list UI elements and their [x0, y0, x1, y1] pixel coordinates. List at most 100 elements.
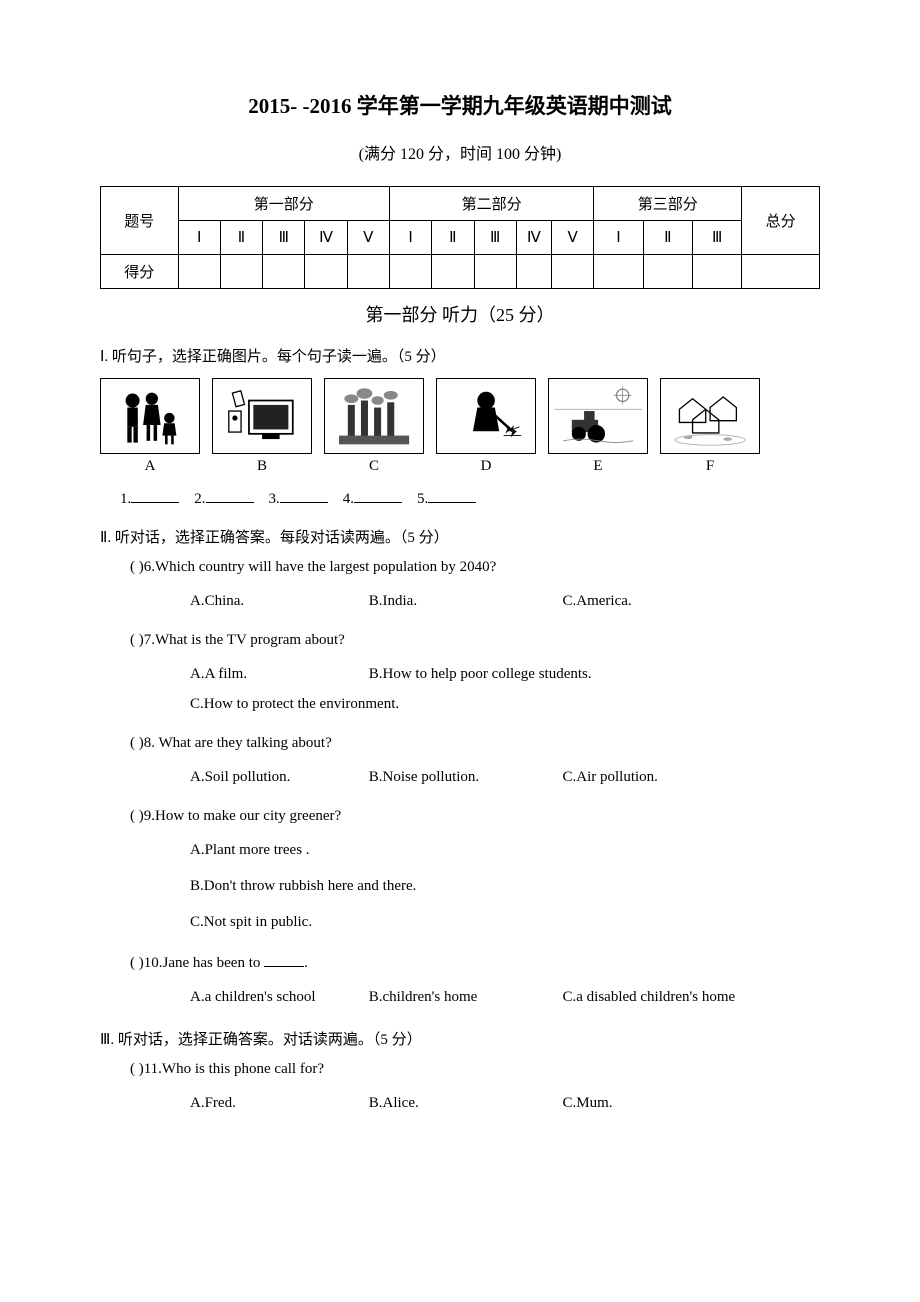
cell-empty [474, 255, 516, 289]
blank-4-label: 4. [343, 491, 354, 507]
q7-option-b: B.How to help poor college students. [369, 659, 592, 689]
q9-stem: ( )9.How to make our city greener? [130, 808, 820, 825]
label-b: B [212, 458, 312, 475]
instruction-1: Ⅰ. 听句子，选择正确图片。每个句子读一遍。（5 分） [100, 345, 820, 366]
cell-part1: 第一部分 [178, 187, 389, 221]
q6-option-a: A.China. [190, 586, 365, 616]
q9-options: A.Plant more trees . B.Don't throw rubbi… [190, 835, 820, 937]
cell-sub: Ⅱ [643, 221, 692, 255]
q11-option-b: B.Alice. [369, 1088, 559, 1118]
q11-option-c: C.Mum. [563, 1088, 723, 1118]
welder-icon [442, 383, 530, 450]
blank-3[interactable] [280, 489, 328, 503]
image-labels: A B C D E F [100, 458, 820, 475]
blank-5-label: 5. [417, 491, 428, 507]
q10-option-b: B.children's home [369, 982, 559, 1012]
question-11: ( )11.Who is this phone call for? A.Fred… [130, 1061, 820, 1118]
q8-options: A.Soil pollution. B.Noise pollution. C.A… [190, 762, 820, 792]
q6-stem: ( )6.Which country will have the largest… [130, 559, 820, 576]
q10-suffix: . [304, 955, 308, 971]
cell-defen: 得分 [101, 255, 179, 289]
cell-empty [594, 255, 643, 289]
q7-option-c: C.How to protect the environment. [190, 689, 820, 719]
cell-sub: Ⅰ [594, 221, 643, 255]
q6-option-c: C.America. [563, 586, 723, 616]
houses-icon [666, 383, 754, 450]
cell-tihao: 题号 [101, 187, 179, 255]
table-row: 得分 [101, 255, 820, 289]
q9-option-b: B.Don't throw rubbish here and there. [190, 871, 820, 901]
tv-computer-icon [218, 383, 306, 450]
cell-empty [178, 255, 220, 289]
image-f [660, 378, 760, 454]
cell-empty [432, 255, 474, 289]
page-subtitle: (满分 120 分，时间 100 分钟) [100, 140, 820, 164]
cell-sub: Ⅱ [432, 221, 474, 255]
cell-empty [389, 255, 431, 289]
cell-sub: Ⅳ [305, 221, 347, 255]
table-row: 题号 第一部分 第二部分 第三部分 总分 [101, 187, 820, 221]
blank-1-label: 1. [120, 491, 131, 507]
cell-sub: Ⅲ [474, 221, 516, 255]
cell-total: 总分 [742, 187, 820, 255]
question-10: ( )10.Jane has been to . A.a children's … [130, 953, 820, 1012]
instruction-2: Ⅱ. 听对话，选择正确答案。每段对话读两遍。（5 分） [100, 526, 820, 547]
cell-sub: Ⅱ [220, 221, 262, 255]
q8-option-c: C.Air pollution. [563, 762, 723, 792]
q10-options: A.a children's school B.children's home … [190, 982, 820, 1012]
image-e [548, 378, 648, 454]
blank-1[interactable] [131, 489, 179, 503]
image-row [100, 378, 820, 454]
label-f: F [660, 458, 760, 475]
factory-pollution-icon [330, 383, 418, 450]
q10-stem: ( )10.Jane has been to . [130, 953, 820, 972]
cell-sub: Ⅳ [516, 221, 551, 255]
q7-options: A.A film. B.How to help poor college stu… [190, 659, 820, 719]
cell-empty [552, 255, 594, 289]
blank-5[interactable] [428, 489, 476, 503]
q11-stem: ( )11.Who is this phone call for? [130, 1061, 820, 1078]
q6-options: A.China. B.India. C.America. [190, 586, 820, 616]
q6-option-b: B.India. [369, 586, 559, 616]
cell-part2: 第二部分 [389, 187, 593, 221]
cell-sub: Ⅴ [347, 221, 389, 255]
q11-options: A.Fred. B.Alice. C.Mum. [190, 1088, 820, 1118]
q9-option-a: A.Plant more trees . [190, 835, 820, 865]
blank-4[interactable] [354, 489, 402, 503]
blank-3-label: 3. [269, 491, 280, 507]
cell-empty [516, 255, 551, 289]
cell-empty [263, 255, 305, 289]
image-b [212, 378, 312, 454]
label-a: A [100, 458, 200, 475]
question-9: ( )9.How to make our city greener? A.Pla… [130, 808, 820, 937]
cell-sub: Ⅴ [552, 221, 594, 255]
question-6: ( )6.Which country will have the largest… [130, 559, 820, 616]
q10-prefix: ( )10.Jane has been to [130, 955, 264, 971]
cell-sub: Ⅰ [178, 221, 220, 255]
question-7: ( )7.What is the TV program about? A.A f… [130, 632, 820, 719]
image-a [100, 378, 200, 454]
q10-option-a: A.a children's school [190, 982, 365, 1012]
q7-option-a: A.A film. [190, 659, 365, 689]
instruction-3: Ⅲ. 听对话，选择正确答案。对话读两遍。（5 分） [100, 1028, 820, 1049]
question-8: ( )8. What are they talking about? A.Soi… [130, 735, 820, 792]
cell-empty [742, 255, 820, 289]
cell-sub: Ⅰ [389, 221, 431, 255]
q11-option-a: A.Fred. [190, 1088, 365, 1118]
blank-2[interactable] [206, 489, 254, 503]
q8-option-a: A.Soil pollution. [190, 762, 365, 792]
cell-part3: 第三部分 [594, 187, 742, 221]
q9-option-c: C.Not spit in public. [190, 907, 820, 937]
cell-sub: Ⅲ [692, 221, 741, 255]
family-icon [106, 383, 194, 450]
table-row: Ⅰ Ⅱ Ⅲ Ⅳ Ⅴ Ⅰ Ⅱ Ⅲ Ⅳ Ⅴ Ⅰ Ⅱ Ⅲ [101, 221, 820, 255]
label-e: E [548, 458, 648, 475]
label-c: C [324, 458, 424, 475]
image-d [436, 378, 536, 454]
cell-empty [692, 255, 741, 289]
q10-blank[interactable] [264, 953, 304, 967]
cell-empty [305, 255, 347, 289]
cell-empty [347, 255, 389, 289]
image-c [324, 378, 424, 454]
page-title: 2015- -2016 学年第一学期九年级英语期中测试 [100, 90, 820, 120]
